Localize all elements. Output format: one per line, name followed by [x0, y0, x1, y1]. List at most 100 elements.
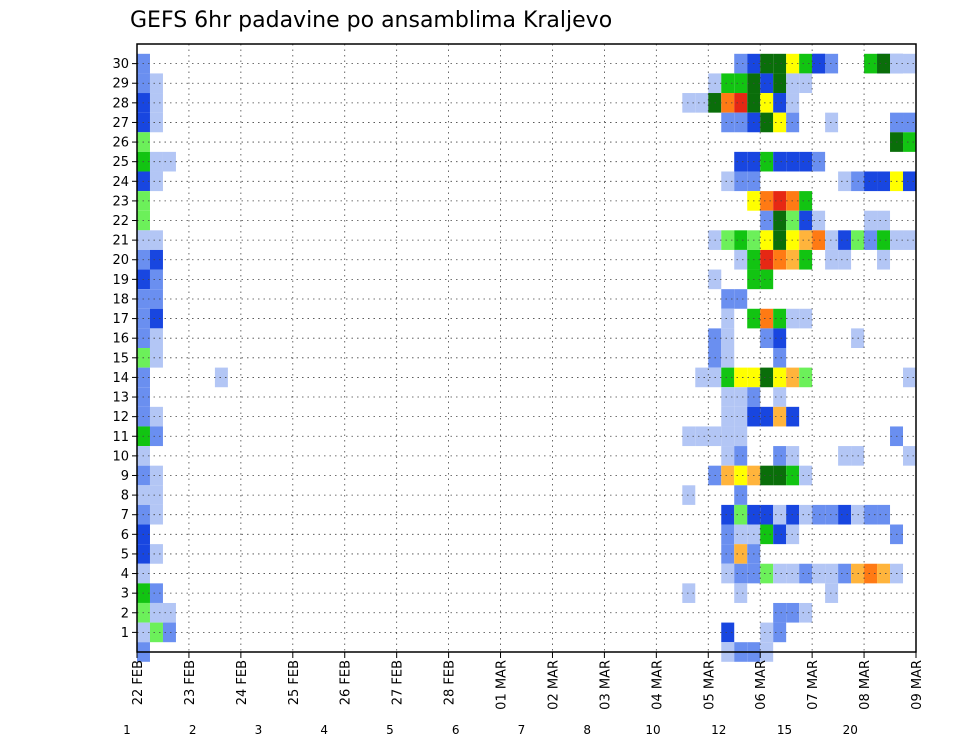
heat-cell [149, 249, 163, 270]
heat-cell [760, 269, 774, 290]
heat-cell [149, 544, 163, 564]
x-tick-label: 25 FEB [287, 660, 302, 705]
heat-cell [773, 348, 787, 368]
heat-cell [162, 622, 176, 643]
heat-cell [864, 171, 878, 192]
heat-cell [149, 328, 163, 348]
heat-cell [149, 269, 163, 290]
heat-cell [760, 465, 774, 486]
heat-cell [773, 93, 787, 113]
heat-cell [149, 465, 163, 486]
heat-cell [877, 249, 891, 270]
heat-cell [773, 53, 787, 74]
heat-cell [721, 544, 735, 564]
heat-cell [149, 289, 163, 309]
colorbar-label: 12 [711, 723, 726, 737]
heat-cell [864, 504, 878, 525]
y-tick-label: 1 [121, 626, 129, 641]
heat-cell [773, 524, 787, 545]
heat-cell [838, 171, 852, 192]
heat-cell [825, 249, 839, 270]
y-tick-label: 13 [112, 391, 129, 406]
colorbar-label: 5 [386, 723, 394, 737]
heat-cell [734, 504, 748, 525]
heat-cell [734, 544, 748, 564]
heat-cell [799, 563, 813, 584]
heat-cell [760, 151, 774, 172]
heat-cell [734, 73, 748, 94]
heat-cell [773, 210, 787, 231]
y-tick-label: 16 [112, 332, 129, 347]
heat-cell [149, 73, 163, 94]
heat-cell [734, 249, 748, 270]
heat-cell [838, 230, 852, 250]
heat-cell [721, 563, 735, 584]
heat-cell [149, 93, 163, 113]
heat-cell [682, 426, 696, 447]
heat-cell [812, 563, 826, 584]
x-tick-label: 08 MAR [858, 660, 873, 710]
heat-cell [903, 367, 916, 388]
heat-cell [773, 367, 787, 388]
heat-cell [773, 151, 787, 172]
heat-cell [799, 504, 813, 525]
y-tick-label: 27 [112, 116, 129, 131]
heat-cell [760, 563, 774, 584]
heat-cell [760, 524, 774, 545]
y-tick-label: 11 [112, 430, 129, 445]
heat-cell [162, 151, 176, 172]
heat-cell [903, 112, 916, 133]
heat-cell [721, 367, 735, 388]
heat-cell [721, 93, 735, 113]
heat-cell [825, 563, 839, 584]
y-tick-label: 9 [121, 469, 129, 484]
heat-cell [214, 367, 228, 388]
heat-cell [864, 210, 878, 231]
heat-cell [149, 308, 163, 329]
heat-cell [734, 406, 748, 427]
heat-cell [812, 504, 826, 525]
heat-cell [773, 504, 787, 525]
heat-cell [760, 406, 774, 427]
heat-cell [734, 151, 748, 172]
x-tick-label: 27 FEB [391, 660, 406, 705]
y-tick-label: 15 [112, 351, 129, 366]
x-tick-label: 05 MAR [702, 660, 717, 710]
heat-cell [734, 446, 748, 466]
heat-cell [773, 622, 787, 643]
heat-cell [799, 465, 813, 486]
heat-cell [149, 171, 163, 192]
y-tick-label: 3 [121, 587, 129, 602]
x-tick-label: 23 FEB [183, 660, 198, 705]
y-tick-label: 8 [121, 489, 129, 504]
heat-cell [149, 583, 163, 603]
heat-cell [825, 583, 839, 603]
x-tick-label: 03 MAR [598, 660, 613, 710]
colorbar-label: 15 [777, 723, 792, 737]
y-tick-label: 22 [112, 214, 129, 229]
heat-cell [760, 73, 774, 94]
heat-cell [903, 446, 916, 466]
heat-cell [734, 112, 748, 133]
heat-cell [877, 230, 891, 250]
heat-cell [149, 602, 163, 623]
heat-cell [799, 230, 813, 250]
heat-cell [903, 132, 916, 152]
heat-cell [838, 504, 852, 525]
heat-cell [760, 622, 774, 643]
y-tick-label: 7 [121, 508, 129, 523]
heat-cell [799, 73, 813, 94]
grid-lines [137, 44, 916, 652]
heat-cell [721, 112, 735, 133]
heat-cell [773, 602, 787, 623]
heat-cell [799, 249, 813, 270]
heat-cell [773, 328, 787, 348]
heat-cell [864, 230, 878, 250]
y-tick-label: 29 [112, 77, 129, 92]
heat-cell [734, 485, 748, 505]
heat-cell [877, 171, 891, 192]
x-tick-label: 22 FEB [131, 660, 146, 705]
heat-cell [812, 210, 826, 231]
heat-cell [773, 73, 787, 94]
heat-cell [682, 485, 696, 505]
